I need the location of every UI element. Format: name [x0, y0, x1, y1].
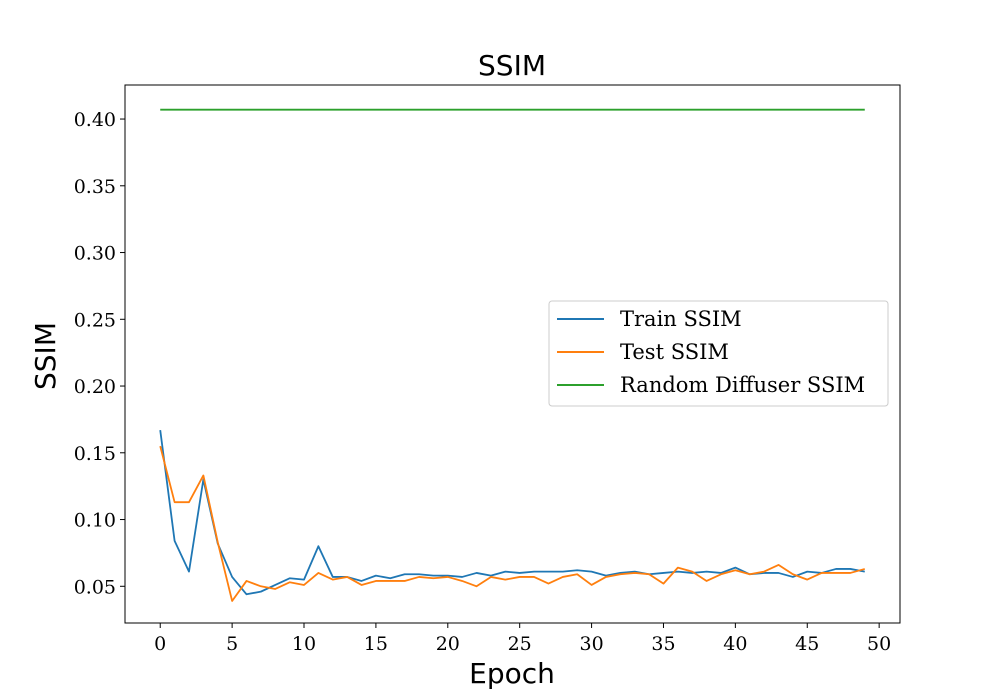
y-tick-label: 0.30 [74, 243, 116, 265]
legend-entry-label: Test SSIM [620, 340, 729, 364]
x-tick-label: 25 [508, 633, 532, 655]
y-tick-label: 0.10 [74, 510, 116, 532]
y-tick-label: 0.05 [74, 576, 116, 598]
y-tick-label: 0.15 [74, 443, 116, 465]
legend-entry-label: Random Diffuser SSIM [620, 373, 865, 397]
x-tick-label: 5 [226, 633, 238, 655]
series-layer [159, 108, 866, 602]
plot-frame [124, 84, 901, 624]
series-line-train-ssim [159, 429, 865, 596]
y-axis: 0.05 0.10 0.15 0.20 0.25 0.30 0.35 0.40 [74, 109, 125, 598]
x-tick-label: 0 [154, 633, 166, 655]
y-tick-label: 0.40 [74, 109, 116, 131]
series-line-test-ssim [159, 445, 866, 602]
x-tick-label: 10 [292, 633, 316, 655]
x-axis-label: Epoch [469, 657, 555, 690]
chart-title: SSIM [478, 49, 546, 82]
legend-entry-label: Train SSIM [620, 307, 742, 331]
y-tick-label: 0.20 [74, 376, 116, 398]
y-axis-label: SSIM [29, 322, 62, 390]
x-tick-label: 15 [364, 633, 388, 655]
x-tick-label: 20 [436, 633, 460, 655]
x-tick-label: 50 [867, 633, 891, 655]
x-tick-label: 30 [579, 633, 603, 655]
legend: Train SSIM Test SSIM Random Diffuser SSIM [548, 300, 889, 407]
x-tick-label: 45 [795, 633, 819, 655]
x-tick-label: 40 [723, 633, 747, 655]
y-tick-label: 0.25 [74, 309, 116, 331]
y-tick-label: 0.35 [74, 176, 116, 198]
x-tick-label: 35 [651, 633, 675, 655]
legend-box [548, 300, 889, 407]
x-axis: 0 5 10 15 20 25 30 35 40 45 50 [154, 623, 891, 655]
